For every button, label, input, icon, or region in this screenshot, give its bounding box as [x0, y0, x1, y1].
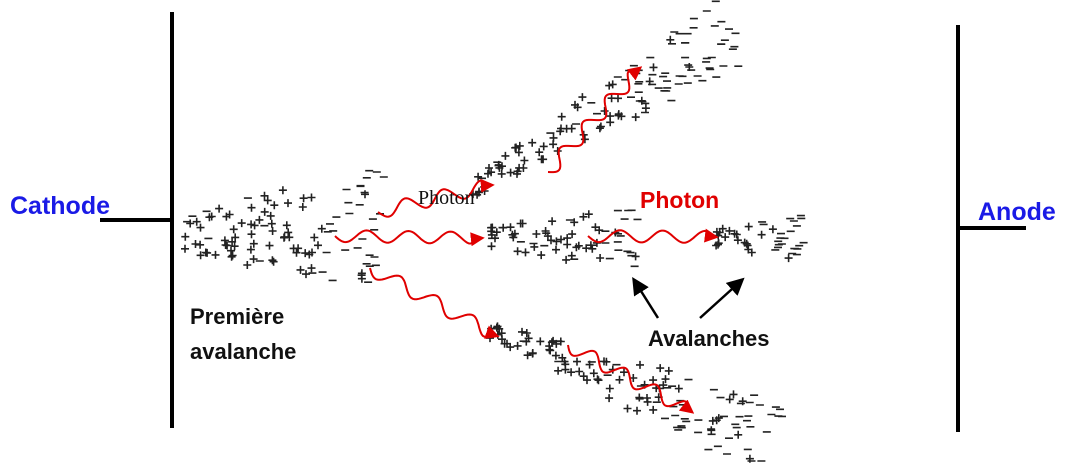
photon-paths — [335, 68, 716, 412]
pointer-arrow — [700, 280, 742, 318]
first-avalanche-label: avalanche — [190, 339, 296, 364]
photon-label: Photon — [418, 187, 475, 209]
photon-path — [335, 230, 482, 243]
photon-label: Photon — [640, 187, 719, 213]
cathode-label: Cathode — [10, 192, 110, 220]
charge-cloud — [487, 210, 641, 266]
charge-cloud — [181, 171, 388, 283]
charge-clouds — [181, 1, 808, 462]
pointer-arrow — [634, 280, 658, 318]
first-avalanche-label: Première — [190, 304, 284, 329]
photon-path — [588, 230, 716, 242]
charge-cloud — [712, 216, 808, 263]
diagram: Cathode Anode Photon Photon Première ava… — [0, 0, 1091, 468]
photon-path — [370, 268, 497, 337]
anode-label: Anode — [978, 198, 1056, 226]
avalanches-label: Avalanches — [648, 326, 769, 351]
